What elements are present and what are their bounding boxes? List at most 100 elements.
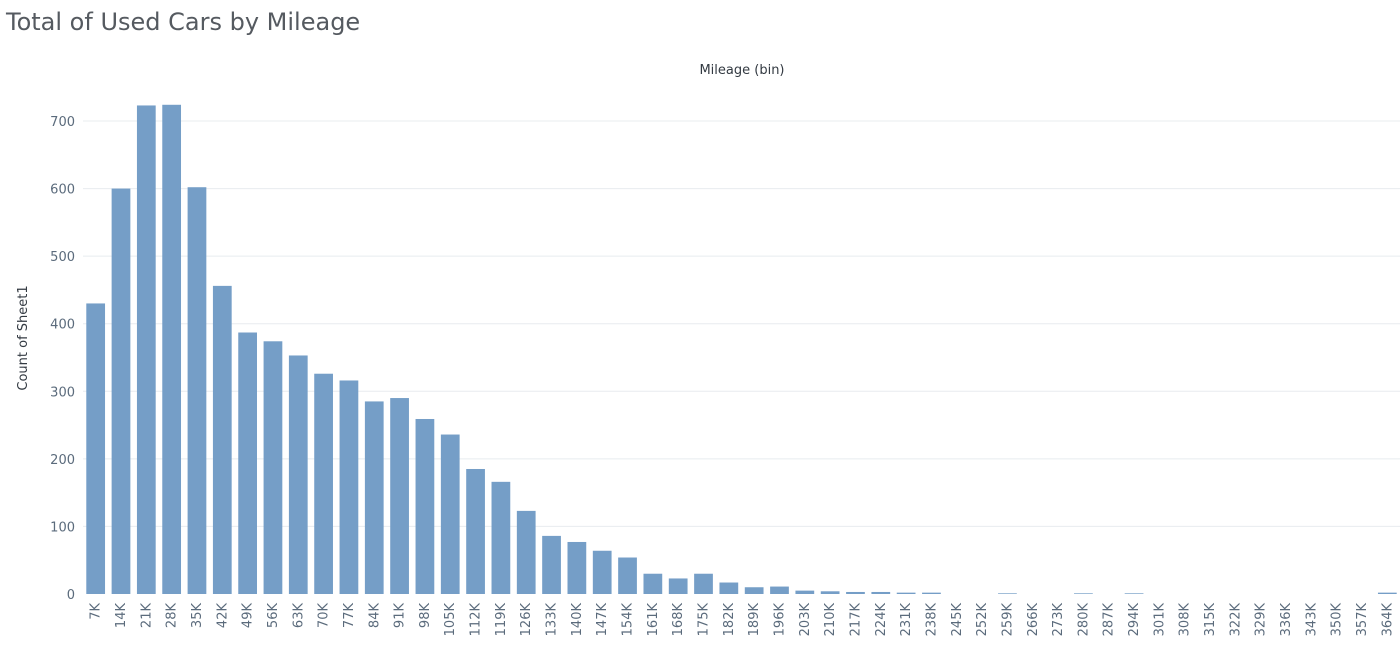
bar-105K[interactable]	[440, 434, 460, 594]
bar-203K[interactable]	[795, 590, 815, 594]
bar-133K[interactable]	[542, 535, 561, 594]
bar-70K[interactable]	[314, 373, 333, 594]
x-tick-label: 21K	[139, 603, 154, 629]
x-tick-label: 175K	[697, 603, 712, 637]
x-tick-label: 294K	[1127, 603, 1142, 637]
bar-98K[interactable]	[415, 418, 435, 594]
bar-147K[interactable]	[592, 550, 612, 594]
x-tick-label: 77K	[342, 603, 357, 629]
bar-175K[interactable]	[694, 573, 713, 594]
bar-364K[interactable]	[1377, 592, 1397, 594]
bar-35K[interactable]	[187, 187, 207, 594]
bar-210K[interactable]	[820, 591, 840, 594]
bar-189K[interactable]	[744, 587, 764, 594]
x-tick-label: 308K	[1178, 603, 1193, 637]
y-tick-label: 500	[50, 250, 75, 265]
bar-126K[interactable]	[516, 510, 536, 594]
x-tick-label: 259K	[1000, 603, 1015, 637]
x-tick-label: 182K	[722, 603, 737, 637]
x-tick-label: 105K	[443, 603, 458, 637]
bar-280K[interactable]	[1074, 593, 1093, 594]
x-tick-label: 196K	[772, 603, 787, 637]
x-tick-label: 343K	[1304, 603, 1319, 637]
bar-140K[interactable]	[567, 541, 587, 594]
bar-217K[interactable]	[846, 591, 865, 594]
y-axis-title: Count of Sheet1	[16, 285, 31, 390]
x-tick-label: 357K	[1355, 603, 1370, 637]
x-tick-label: 140K	[570, 603, 585, 637]
x-tick-label: 329K	[1254, 603, 1269, 637]
x-tick-label: 364K	[1380, 603, 1395, 637]
bar-294K[interactable]	[1124, 593, 1144, 594]
bar-196K[interactable]	[770, 586, 789, 594]
bar-56K[interactable]	[263, 341, 283, 594]
bar-259K[interactable]	[998, 593, 1017, 594]
x-tick-label: 238K	[924, 603, 939, 637]
y-tick-label: 700	[50, 115, 75, 130]
x-tick-label: 161K	[646, 603, 661, 637]
x-tick-label: 14K	[114, 603, 129, 629]
x-tick-label: 252K	[975, 603, 990, 637]
bar-42K[interactable]	[212, 285, 232, 594]
x-tick-label: 266K	[1026, 603, 1041, 637]
bar-161K[interactable]	[643, 573, 663, 594]
x-tick-label: 280K	[1076, 603, 1091, 637]
x-tick-label: 154K	[621, 603, 636, 637]
y-tick-label: 100	[50, 520, 75, 535]
x-tick-label: 119K	[494, 603, 509, 637]
bar-14K[interactable]	[111, 188, 131, 595]
x-tick-label: 63K	[291, 603, 306, 629]
x-tick-label: 217K	[848, 603, 863, 637]
x-tick-label: 35K	[190, 603, 205, 629]
x-tick-label: 49K	[241, 603, 256, 629]
x-tick-label: 91K	[393, 603, 408, 629]
x-tick-label: 287K	[1102, 603, 1117, 637]
x-tick-label: 98K	[418, 603, 433, 629]
bar-168K[interactable]	[668, 578, 688, 594]
bar-238K[interactable]	[922, 592, 941, 594]
bar-224K[interactable]	[871, 591, 891, 594]
y-tick-label: 300	[50, 385, 75, 400]
chart-title: Total of Used Cars by Mileage	[6, 8, 361, 36]
x-tick-label: 28K	[165, 603, 180, 629]
bar-182K[interactable]	[719, 582, 739, 594]
x-tick-label: 245K	[950, 603, 965, 637]
bar-28K[interactable]	[162, 104, 182, 594]
bar-7K[interactable]	[86, 303, 106, 594]
x-tick-label: 203K	[798, 603, 813, 637]
x-tick-label: 112K	[469, 603, 484, 637]
x-tick-label: 231K	[899, 603, 914, 637]
x-tick-label: 224K	[874, 603, 889, 637]
y-tick-label: 200	[50, 453, 75, 468]
bar-49K[interactable]	[238, 332, 257, 594]
bar-231K[interactable]	[896, 592, 916, 594]
y-tick-label: 400	[50, 318, 75, 333]
x-tick-label: 168K	[671, 603, 686, 637]
x-tick-label: 56K	[266, 603, 281, 629]
x-tick-label: 126K	[519, 603, 534, 637]
bar-77K[interactable]	[339, 380, 359, 594]
bars	[86, 104, 1397, 595]
x-tick-label: 70K	[317, 603, 332, 629]
bar-112K[interactable]	[466, 468, 485, 594]
y-tick-label: 0	[67, 588, 75, 603]
x-tick-label: 336K	[1279, 603, 1294, 637]
bar-84K[interactable]	[364, 401, 384, 594]
x-tick-label: 273K	[1051, 603, 1066, 637]
y-tick-label: 600	[50, 183, 75, 198]
x-tick-label: 7K	[89, 603, 104, 620]
bar-21K[interactable]	[136, 105, 156, 595]
x-tick-label: 147K	[595, 603, 610, 637]
column-header: Mileage (bin)	[699, 63, 784, 78]
x-tick-label: 84K	[367, 603, 382, 629]
bar-63K[interactable]	[288, 355, 308, 594]
x-tick-label: 42K	[215, 603, 230, 629]
x-axis: 7K 14K 21K 28K 35K 42K 49K 56K 63K 70K 77K 84K 91K 98…	[89, 603, 1396, 637]
bar-91K[interactable]	[390, 398, 409, 594]
bar-119K[interactable]	[491, 481, 511, 594]
bar-154K[interactable]	[618, 557, 637, 594]
x-tick-label: 210K	[823, 603, 838, 637]
x-tick-label: 322K	[1228, 603, 1243, 637]
x-tick-label: 350K	[1330, 603, 1345, 637]
